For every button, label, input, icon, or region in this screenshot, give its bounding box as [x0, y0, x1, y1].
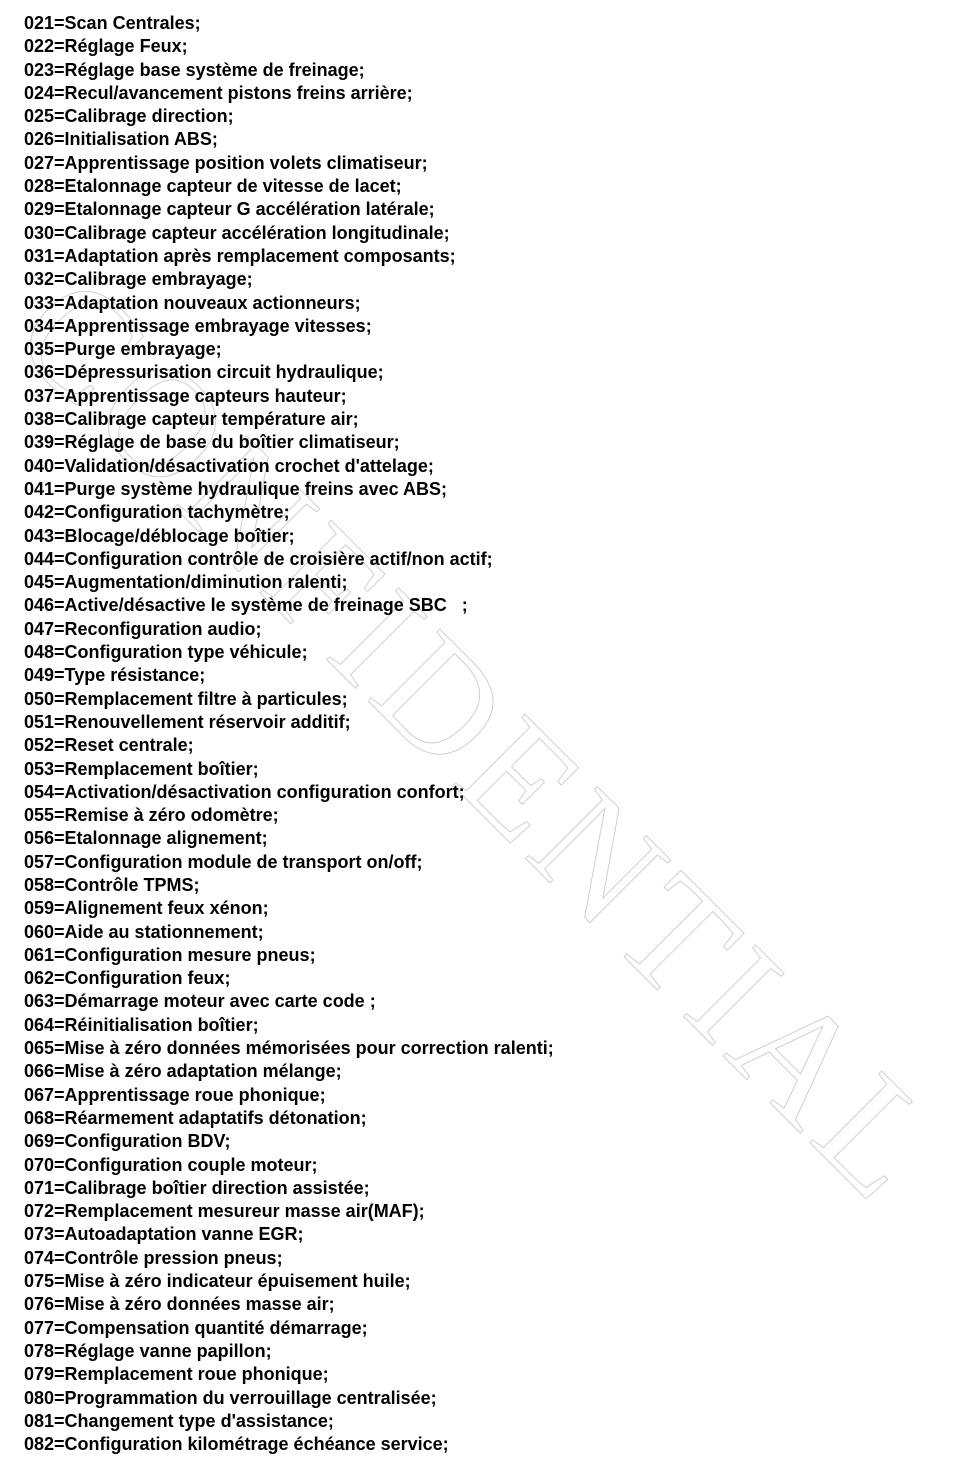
document-line: 028=Etalonnage capteur de vitesse de lac… — [24, 175, 936, 198]
document-line: 064=Réinitialisation boîtier; — [24, 1014, 936, 1037]
document-line: 026=Initialisation ABS; — [24, 128, 936, 151]
document-line: 058=Contrôle TPMS; — [24, 874, 936, 897]
document-line: 037=Apprentissage capteurs hauteur; — [24, 385, 936, 408]
document-line: 034=Apprentissage embrayage vitesses; — [24, 315, 936, 338]
document-page: CONFIDENTIAL 021=Scan Centrales;022=Régl… — [0, 0, 960, 1480]
document-line: 076=Mise à zéro données masse air; — [24, 1293, 936, 1316]
document-line: 051=Renouvellement réservoir additif; — [24, 711, 936, 734]
document-line: 075=Mise à zéro indicateur épuisement hu… — [24, 1270, 936, 1293]
document-line: 060=Aide au stationnement; — [24, 921, 936, 944]
document-line: 033=Adaptation nouveaux actionneurs; — [24, 292, 936, 315]
document-line: 030=Calibrage capteur accélération longi… — [24, 222, 936, 245]
document-content: 021=Scan Centrales;022=Réglage Feux;023=… — [24, 12, 936, 1456]
document-line: 024=Recul/avancement pistons freins arri… — [24, 82, 936, 105]
document-line: 053=Remplacement boîtier; — [24, 758, 936, 781]
document-line: 049=Type résistance; — [24, 664, 936, 687]
document-line: 066=Mise à zéro adaptation mélange; — [24, 1060, 936, 1083]
document-line: 048=Configuration type véhicule; — [24, 641, 936, 664]
document-line: 029=Etalonnage capteur G accélération la… — [24, 198, 936, 221]
document-line: 031=Adaptation après remplacement compos… — [24, 245, 936, 268]
document-line: 043=Blocage/déblocage boîtier; — [24, 525, 936, 548]
document-line: 063=Démarrage moteur avec carte code ; — [24, 990, 936, 1013]
document-line: 040=Validation/désactivation crochet d'a… — [24, 455, 936, 478]
document-line: 041=Purge système hydraulique freins ave… — [24, 478, 936, 501]
document-line: 077=Compensation quantité démarrage; — [24, 1317, 936, 1340]
document-line: 027=Apprentissage position volets climat… — [24, 152, 936, 175]
document-line: 046=Active/désactive le système de frein… — [24, 594, 936, 617]
document-line: 079=Remplacement roue phonique; — [24, 1363, 936, 1386]
document-line: 059=Alignement feux xénon; — [24, 897, 936, 920]
document-line: 025=Calibrage direction; — [24, 105, 936, 128]
document-line: 044=Configuration contrôle de croisière … — [24, 548, 936, 571]
document-line: 023=Réglage base système de freinage; — [24, 59, 936, 82]
document-line: 055=Remise à zéro odomètre; — [24, 804, 936, 827]
document-line: 054=Activation/désactivation configurati… — [24, 781, 936, 804]
document-line: 057=Configuration module de transport on… — [24, 851, 936, 874]
document-line: 069=Configuration BDV; — [24, 1130, 936, 1153]
document-line: 067=Apprentissage roue phonique; — [24, 1084, 936, 1107]
document-line: 070=Configuration couple moteur; — [24, 1154, 936, 1177]
document-line: 074=Contrôle pression pneus; — [24, 1247, 936, 1270]
document-line: 072=Remplacement mesureur masse air(MAF)… — [24, 1200, 936, 1223]
document-line: 036=Dépressurisation circuit hydraulique… — [24, 361, 936, 384]
document-line: 073=Autoadaptation vanne EGR; — [24, 1223, 936, 1246]
document-line: 022=Réglage Feux; — [24, 35, 936, 58]
document-line: 056=Etalonnage alignement; — [24, 827, 936, 850]
document-line: 082=Configuration kilométrage échéance s… — [24, 1433, 936, 1456]
document-line: 038=Calibrage capteur température air; — [24, 408, 936, 431]
document-line: 061=Configuration mesure pneus; — [24, 944, 936, 967]
document-line: 050=Remplacement filtre à particules; — [24, 688, 936, 711]
document-line: 071=Calibrage boîtier direction assistée… — [24, 1177, 936, 1200]
document-line: 068=Réarmement adaptatifs détonation; — [24, 1107, 936, 1130]
document-line: 081=Changement type d'assistance; — [24, 1410, 936, 1433]
document-line: 045=Augmentation/diminution ralenti; — [24, 571, 936, 594]
document-line: 080=Programmation du verrouillage centra… — [24, 1387, 936, 1410]
document-line: 039=Réglage de base du boîtier climatise… — [24, 431, 936, 454]
document-line: 047=Reconfiguration audio; — [24, 618, 936, 641]
document-line: 032=Calibrage embrayage; — [24, 268, 936, 291]
document-line: 035=Purge embrayage; — [24, 338, 936, 361]
document-line: 021=Scan Centrales; — [24, 12, 936, 35]
document-line: 062=Configuration feux; — [24, 967, 936, 990]
document-line: 042=Configuration tachymètre; — [24, 501, 936, 524]
document-line: 065=Mise à zéro données mémorisées pour … — [24, 1037, 936, 1060]
document-line: 078=Réglage vanne papillon; — [24, 1340, 936, 1363]
document-line: 052=Reset centrale; — [24, 734, 936, 757]
